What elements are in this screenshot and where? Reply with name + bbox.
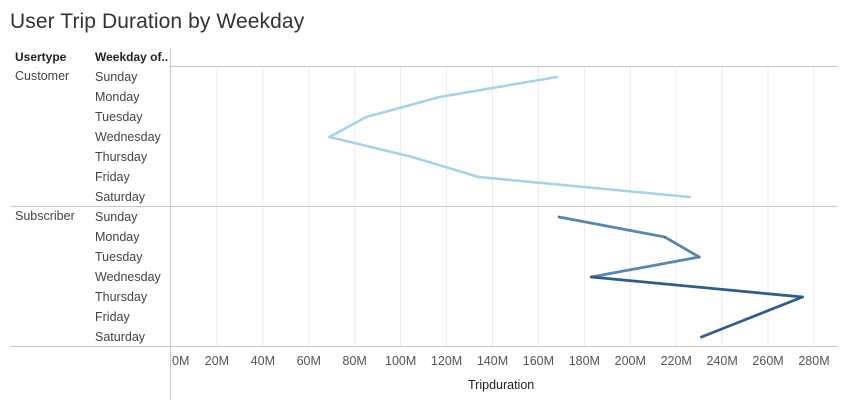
x-tick-label: 260M (752, 354, 784, 368)
data-point-subscriber-monday[interactable] (663, 236, 666, 238)
data-point-subscriber-saturday[interactable] (700, 336, 703, 338)
data-point-subscriber-wednesday[interactable] (590, 276, 593, 278)
data-point-subscriber-sunday[interactable] (558, 216, 560, 218)
weekday-label-sunday[interactable]: Sunday (95, 70, 138, 84)
x-tick-label: 80M (342, 354, 367, 368)
series-line-subscriber-segment[interactable] (750, 295, 804, 319)
x-tick-label: 100M (385, 354, 417, 368)
usertype-label-subscriber[interactable]: Subscriber (15, 209, 75, 223)
series-line-customer-segment[interactable] (477, 175, 692, 199)
usertype-label-customer[interactable]: Customer (15, 69, 70, 83)
weekday-label-thursday[interactable]: Thursday (95, 150, 148, 164)
x-tick-label: 160M (522, 354, 555, 368)
x-tick-label: 120M (430, 354, 463, 368)
data-point-customer-sunday[interactable] (556, 76, 558, 78)
x-tick-label: 280M (798, 354, 830, 368)
data-point-customer-tuesday[interactable] (365, 116, 367, 118)
weekday-label-thursday[interactable]: Thursday (95, 290, 148, 304)
weekday-label-monday[interactable]: Monday (95, 90, 140, 104)
x-tick-label: 140M (476, 354, 509, 368)
data-point-customer-friday[interactable] (477, 176, 480, 178)
series-line-subscriber-segment[interactable] (663, 235, 701, 259)
data-point-customer-saturday[interactable] (689, 196, 691, 198)
series-line-subscriber-segment[interactable] (589, 255, 701, 279)
weekday-header[interactable]: Weekday of.. (95, 50, 169, 64)
x-tick-label: 220M (660, 354, 692, 368)
weekday-label-saturday[interactable]: Saturday (95, 190, 146, 204)
x-tick-label: 20M (204, 354, 230, 368)
series-line-subscriber-segment[interactable] (700, 315, 754, 339)
x-tick-label: 240M (706, 354, 738, 368)
weekday-label-wednesday[interactable]: Wednesday (95, 130, 161, 144)
data-point-subscriber-thursday[interactable] (801, 296, 804, 298)
series-line-customer-segment[interactable] (438, 75, 559, 99)
weekday-label-friday[interactable]: Friday (95, 170, 130, 184)
x-tick-label: 0M (172, 354, 190, 368)
series-line-subscriber-segment[interactable] (589, 275, 804, 299)
weekday-label-saturday[interactable]: Saturday (95, 330, 146, 344)
chart-title: User Trip Duration by Weekday (10, 10, 305, 33)
series-line-customer-segment[interactable] (328, 115, 368, 139)
data-point-subscriber-tuesday[interactable] (698, 256, 700, 258)
weekday-label-friday[interactable]: Friday (95, 310, 130, 324)
series-line-subscriber-segment[interactable] (557, 215, 667, 239)
weekday-label-tuesday[interactable]: Tuesday (95, 110, 143, 124)
weekday-label-sunday[interactable]: Sunday (95, 210, 138, 224)
data-point-customer-monday[interactable] (438, 96, 441, 98)
series-line-customer-segment[interactable] (328, 135, 414, 159)
weekday-label-monday[interactable]: Monday (95, 230, 140, 244)
usertype-header[interactable]: Usertype (15, 50, 67, 64)
x-tick-label: 60M (296, 354, 321, 368)
series-line-customer-segment[interactable] (410, 155, 481, 179)
data-point-customer-wednesday[interactable] (328, 136, 331, 138)
weekday-label-tuesday[interactable]: Tuesday (95, 250, 143, 264)
x-tick-label: 200M (614, 354, 646, 368)
data-point-subscriber-friday[interactable] (751, 316, 753, 318)
weekday-label-wednesday[interactable]: Wednesday (95, 270, 161, 284)
series-line-customer-segment[interactable] (364, 95, 441, 119)
data-point-customer-thursday[interactable] (411, 156, 413, 158)
x-tick-label: 40M (250, 354, 275, 368)
x-tick-label: 180M (568, 354, 600, 368)
x-axis-title: Tripduration (468, 378, 535, 392)
